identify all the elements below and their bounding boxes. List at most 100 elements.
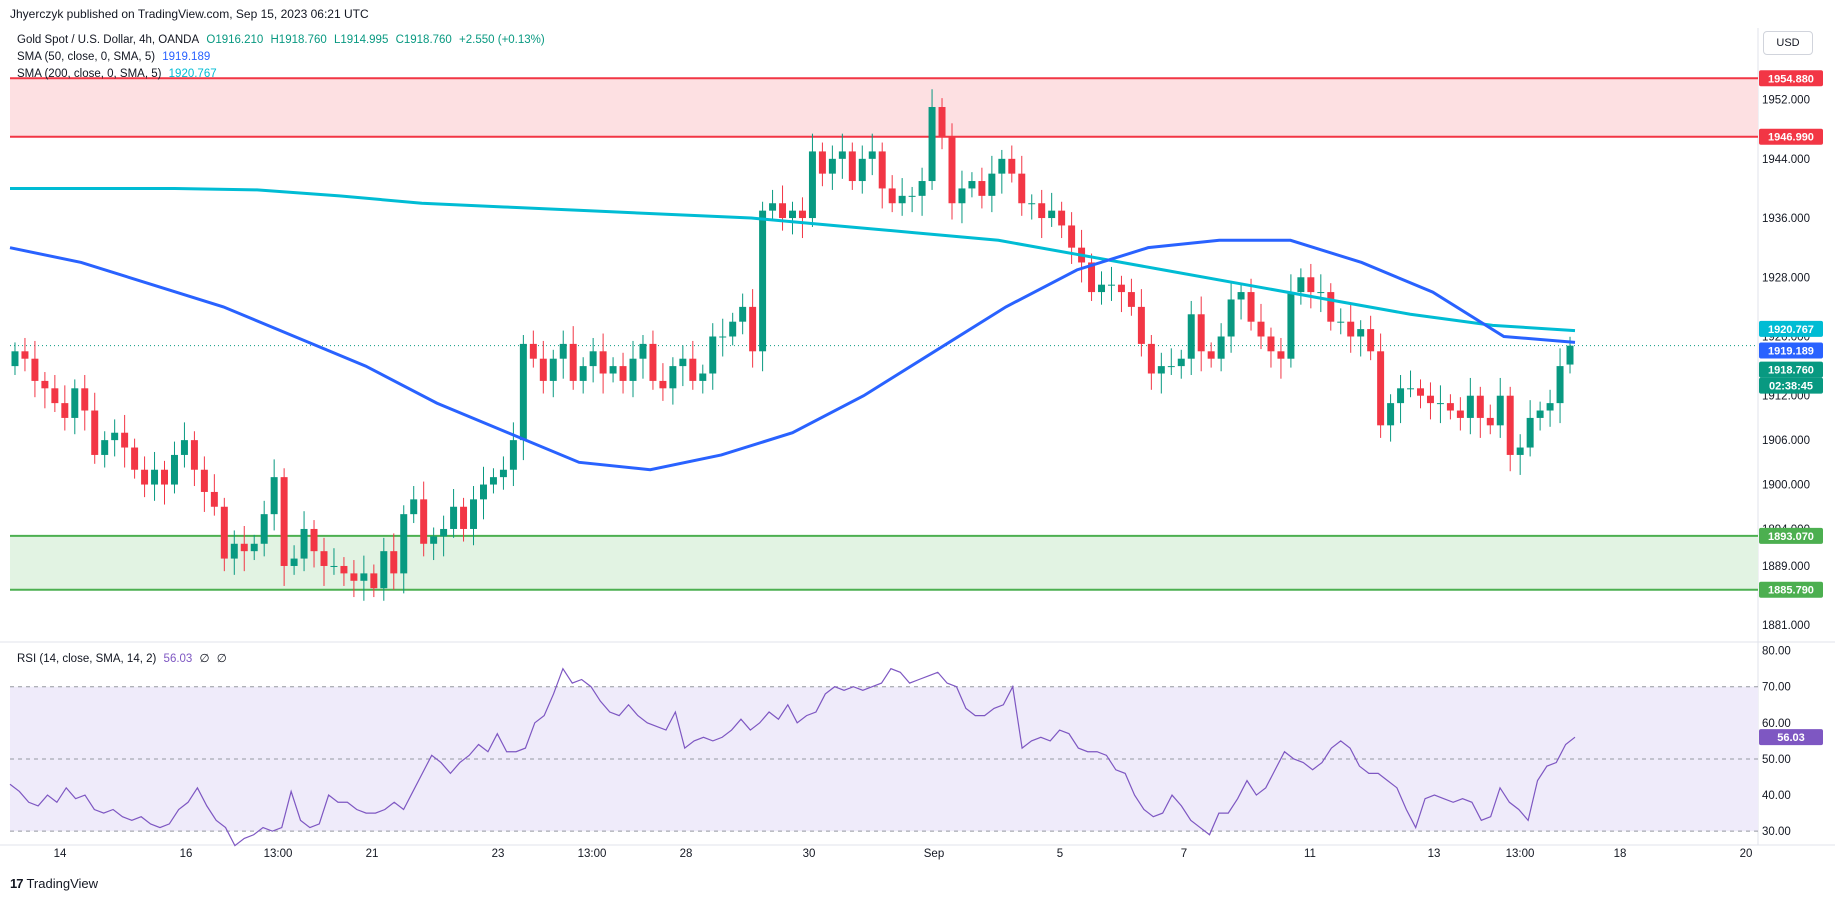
candle-body	[440, 528, 448, 537]
candle-body	[131, 447, 139, 470]
candle-body	[1556, 366, 1564, 404]
sma50-legend[interactable]: SMA (50, close, 0, SMA, 5) 1919.189	[17, 51, 214, 63]
candle-body	[1107, 284, 1115, 286]
candle-body	[998, 158, 1006, 174]
candle-body	[858, 158, 866, 182]
price-tick-label: 1944.000	[1762, 154, 1810, 166]
candle-body	[180, 440, 188, 455]
ohlc-high: H1918.760	[270, 34, 327, 46]
candle-body	[1277, 351, 1285, 359]
rsi-panel	[9, 667, 1758, 847]
candle-body	[310, 528, 318, 552]
candle-body	[1307, 277, 1315, 293]
candle-body	[1506, 395, 1514, 455]
candle-body	[649, 343, 657, 381]
axes: 1952.0001944.0001936.0001928.0001920.000…	[54, 95, 1810, 860]
support-top-tag-bg	[1759, 527, 1823, 544]
candle-body	[61, 403, 69, 418]
candle-body	[220, 506, 228, 559]
candle-body	[470, 499, 478, 529]
sma50-line	[9, 238, 1576, 472]
candle-body	[739, 306, 747, 322]
candle-body	[1387, 403, 1395, 426]
candle-body	[519, 343, 527, 441]
candle-body	[1137, 306, 1145, 344]
resistance-zone	[10, 78, 1758, 137]
price-tick-label: 1912.000	[1762, 391, 1810, 403]
candle-body	[210, 491, 218, 507]
rsi-tick-label: 30.00	[1762, 826, 1791, 838]
candle-body	[609, 366, 617, 374]
candle-body	[1227, 299, 1235, 337]
time-tick-label: 23	[492, 848, 505, 860]
candle-body	[1377, 351, 1385, 426]
candle-body	[380, 551, 388, 589]
candle-body	[1337, 321, 1345, 323]
candle-body	[290, 558, 298, 566]
candle-body	[460, 506, 468, 529]
price-tick-label: 1881.000	[1762, 620, 1810, 632]
tradingview-logo[interactable]: 17 TradingView	[10, 876, 98, 891]
candle-body	[450, 506, 458, 529]
candle-body	[250, 543, 258, 552]
candle-body	[1177, 358, 1185, 367]
candle-body	[958, 188, 966, 204]
candle-body	[1297, 277, 1305, 293]
currency-button[interactable]: USD	[1763, 31, 1813, 55]
candle-body	[51, 388, 59, 404]
candle-body	[808, 151, 816, 219]
candle-body	[1207, 351, 1215, 359]
candle-body	[1098, 284, 1106, 293]
candle-body	[1446, 403, 1454, 411]
price-tick-label: 1906.000	[1762, 435, 1810, 447]
sma200-legend[interactable]: SMA (200, close, 0, SMA, 5) 1920.767	[17, 68, 221, 80]
candle-body	[1237, 292, 1245, 300]
candle-body	[1417, 388, 1424, 396]
rsi-value: 56.03	[163, 653, 193, 665]
rsi-legend[interactable]: RSI (14, close, SMA, 14, 2) 56.03 ∅ ∅	[17, 651, 231, 665]
candle-body	[1028, 203, 1036, 205]
time-tick-label: 20	[1740, 848, 1753, 860]
candle-body	[928, 107, 936, 182]
candle-body	[280, 477, 288, 566]
candle-body	[489, 477, 497, 485]
candle-body	[1317, 292, 1325, 294]
sma200-value: 1920.767	[168, 68, 217, 80]
candle-body	[370, 573, 378, 589]
ohlc-close: C1918.760	[395, 34, 452, 46]
rsi-value-tag: 56.03	[1777, 732, 1805, 744]
candle-body	[141, 469, 149, 485]
ohlc-low: L1914.995	[333, 34, 389, 46]
time-tick-label: 13:00	[264, 848, 293, 860]
candle-body	[938, 107, 946, 137]
candle-body	[1496, 395, 1504, 426]
sma50-label: SMA (50, close, 0, SMA, 5)	[17, 51, 156, 63]
time-tick-label: Sep	[924, 848, 944, 860]
candle-body	[21, 351, 29, 359]
candle-body	[230, 543, 238, 559]
time-tick-label: 13:00	[578, 848, 607, 860]
support-zone	[10, 535, 1758, 590]
resistance-top-tag-bg	[1759, 70, 1823, 87]
time-tick-label: 21	[366, 848, 379, 860]
candle-body	[1088, 262, 1096, 293]
candle-body	[1058, 210, 1066, 226]
candle-body	[91, 410, 99, 455]
candle-body	[679, 358, 687, 367]
candle-body	[1367, 329, 1375, 352]
sma200-tag: 1920.767	[1768, 324, 1814, 336]
candle-body	[789, 210, 796, 219]
moving-average-lines	[9, 186, 1576, 472]
candle-body	[599, 351, 607, 374]
time-tick-label: 16	[180, 848, 193, 860]
resistance-bottom-tag: 1946.990	[1768, 132, 1814, 144]
time-tick-label: 18	[1614, 848, 1627, 860]
candle-body	[400, 514, 408, 574]
countdown-tag-bg	[1759, 377, 1823, 394]
rsi-value-tag-bg	[1759, 729, 1823, 746]
sma200-tag-bg	[1759, 320, 1823, 337]
candle-body	[629, 358, 637, 381]
candle-body	[1157, 366, 1165, 374]
candle-body	[888, 188, 896, 204]
